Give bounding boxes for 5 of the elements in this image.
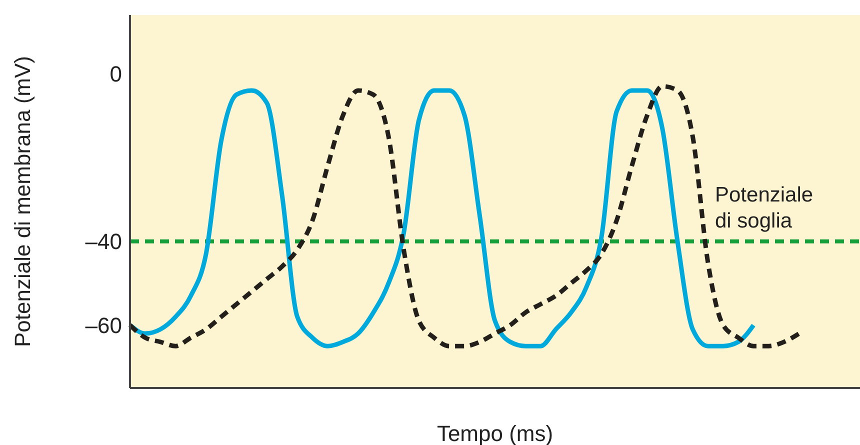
y-tick-label: –40 xyxy=(85,229,122,254)
y-tick-label: 0 xyxy=(110,61,122,86)
y-axis-title: Potenziale di membrana (mV) xyxy=(10,56,35,348)
y-tick-label: –60 xyxy=(85,312,122,338)
ref-line-label: Potenziale di soglia xyxy=(715,183,814,232)
